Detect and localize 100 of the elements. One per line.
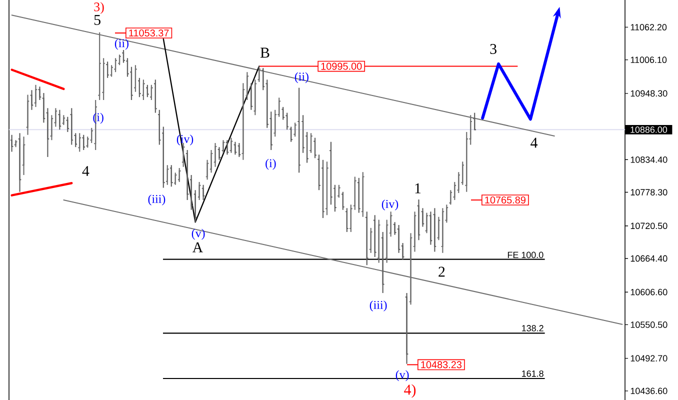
candlestick bbox=[352, 176, 357, 210]
y-tick-label: 10550.50 bbox=[630, 322, 668, 328]
candlestick bbox=[285, 112, 290, 130]
candlestick bbox=[245, 72, 250, 101]
candlestick bbox=[380, 231, 385, 294]
candlestick bbox=[157, 109, 162, 146]
candlestick bbox=[460, 161, 465, 186]
candlestick bbox=[229, 137, 234, 154]
candlestick bbox=[18, 132, 22, 192]
candlestick bbox=[265, 79, 270, 128]
candlestick bbox=[317, 154, 321, 191]
candlestick bbox=[400, 242, 405, 260]
candlestick bbox=[452, 181, 457, 201]
candlestick bbox=[86, 136, 90, 148]
candlestick bbox=[424, 212, 429, 234]
candlestick bbox=[440, 208, 445, 254]
candlestick bbox=[66, 116, 70, 133]
candlestick bbox=[102, 58, 106, 101]
candlestick bbox=[142, 79, 146, 101]
y-tick-label: 10606.60 bbox=[630, 288, 668, 296]
candlestick bbox=[313, 137, 317, 159]
annotation: (iii) bbox=[148, 194, 166, 206]
annotation: 138.2 bbox=[522, 325, 544, 332]
candlestick bbox=[193, 190, 198, 223]
ref-line-label: 10886.00 bbox=[630, 126, 668, 133]
annotation: 4) bbox=[404, 384, 416, 398]
candlestick bbox=[360, 172, 365, 218]
annotation: (i) bbox=[266, 158, 276, 170]
candlestick bbox=[305, 131, 309, 164]
candlestick bbox=[325, 161, 329, 216]
candlestick bbox=[420, 208, 425, 228]
candlestick bbox=[22, 136, 26, 176]
candlestick bbox=[281, 106, 286, 120]
candlestick bbox=[309, 132, 313, 154]
candlestick bbox=[30, 90, 34, 110]
candlestick bbox=[197, 181, 202, 201]
annotation: 1 bbox=[415, 183, 421, 194]
candlestick bbox=[169, 164, 174, 188]
y-tick-label: 11006.10 bbox=[630, 56, 667, 64]
candlestick bbox=[42, 92, 46, 124]
candlestick bbox=[253, 79, 258, 116]
ref-line-label: FE 100.0 bbox=[508, 252, 544, 258]
candlestick bbox=[356, 177, 361, 214]
candlestick bbox=[444, 204, 449, 224]
candlestick bbox=[110, 64, 114, 78]
candlestick bbox=[78, 132, 82, 152]
y-tick-label: 11062.20 bbox=[630, 24, 667, 30]
candlestick bbox=[428, 211, 433, 246]
candlestick bbox=[416, 198, 421, 241]
candlestick bbox=[205, 159, 210, 180]
candlestick bbox=[138, 77, 142, 98]
y-tick-label: 10948.30 bbox=[630, 90, 668, 97]
candlestick bbox=[213, 142, 218, 168]
candlestick bbox=[177, 167, 182, 183]
candlestick bbox=[149, 84, 154, 101]
candlestick bbox=[153, 79, 158, 114]
candlestick bbox=[340, 191, 345, 210]
candlestick bbox=[34, 84, 38, 108]
candlestick bbox=[293, 122, 298, 138]
candlestick bbox=[189, 174, 194, 210]
y-tick-label: 10778.30 bbox=[630, 189, 668, 196]
candlestick bbox=[388, 211, 393, 238]
candlestick bbox=[82, 134, 86, 151]
annotation: 3 bbox=[490, 44, 496, 54]
candlestick bbox=[329, 141, 333, 206]
candlestick bbox=[217, 146, 222, 160]
candlestick bbox=[165, 164, 170, 186]
annotation: 4 bbox=[530, 138, 538, 148]
candlestick bbox=[221, 140, 226, 154]
candlestick bbox=[185, 149, 190, 201]
candlestick bbox=[145, 84, 150, 98]
candlestick bbox=[249, 82, 254, 110]
candlestick bbox=[10, 134, 14, 152]
annotation: 3) bbox=[94, 2, 104, 14]
candlestick bbox=[90, 127, 94, 144]
y-tick-label: 10436.60 bbox=[630, 388, 668, 394]
candlestick bbox=[74, 132, 78, 148]
annotation: (ii) bbox=[114, 38, 128, 50]
annotation: 11053.37 bbox=[129, 29, 169, 37]
candlestick bbox=[134, 64, 138, 92]
candlestick bbox=[392, 222, 397, 236]
candlestick bbox=[297, 87, 301, 174]
candlestick bbox=[372, 214, 377, 258]
candlestick bbox=[46, 108, 50, 158]
candlestick bbox=[261, 67, 266, 91]
ref-line-label: 10995.00 bbox=[321, 62, 362, 70]
candlestick bbox=[233, 141, 238, 156]
candlestick bbox=[376, 219, 381, 264]
annotation: A bbox=[192, 242, 203, 252]
annotation: 2 bbox=[438, 266, 445, 277]
candlestick bbox=[368, 227, 373, 254]
candlestick bbox=[70, 108, 74, 146]
candlestick bbox=[301, 114, 305, 154]
candlestick bbox=[364, 211, 369, 266]
candlestick bbox=[404, 292, 409, 364]
candlestick bbox=[384, 219, 389, 264]
candlestick bbox=[241, 82, 246, 160]
annotation: 161.8 bbox=[522, 370, 544, 377]
candlestick bbox=[396, 224, 401, 254]
candlestick bbox=[472, 112, 477, 130]
